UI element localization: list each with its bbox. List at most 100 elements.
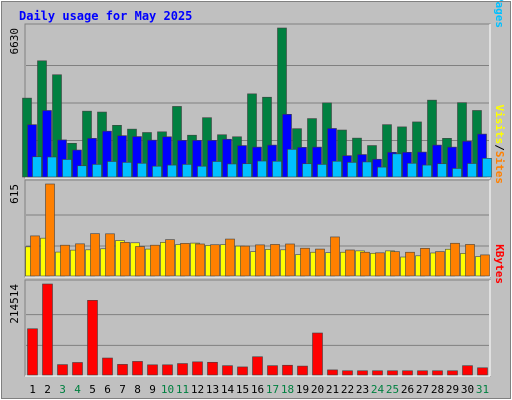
bar-pages-day-23 xyxy=(362,161,372,178)
x-tick-label-day-10: 10 xyxy=(161,383,174,396)
bar-files-day-29 xyxy=(447,146,457,178)
bar-files-day-31 xyxy=(477,133,487,178)
bar-kbytes-day-25 xyxy=(387,370,398,376)
bar-kbytes-day-12 xyxy=(192,361,203,376)
bar-files-day-2 xyxy=(42,110,52,178)
bar-pages-day-24 xyxy=(377,166,387,178)
bar-pages-day-19 xyxy=(302,163,312,178)
bar-sites-day-21 xyxy=(330,236,340,277)
bar-pages-day-14 xyxy=(227,163,237,178)
bar-hits-day-27 xyxy=(412,121,422,178)
x-tick-label-day-3: 3 xyxy=(59,383,66,396)
bar-kbytes-day-15 xyxy=(237,366,248,376)
bar-pages-day-6 xyxy=(107,161,117,178)
x-tick-label-day-1: 1 xyxy=(29,383,36,396)
x-tick-label-day-12: 12 xyxy=(191,383,204,396)
y-max-label: 6630 xyxy=(8,28,21,55)
bar-kbytes-day-24 xyxy=(372,370,383,376)
bar-sites-day-14 xyxy=(225,238,235,277)
bar-sites-day-31 xyxy=(480,254,490,277)
bar-pages-day-17 xyxy=(272,160,282,178)
bar-kbytes-day-9 xyxy=(147,364,158,376)
bar-pages-day-28 xyxy=(437,163,447,178)
bar-sites-day-6 xyxy=(105,233,115,277)
bar-kbytes-day-26 xyxy=(402,370,413,376)
bar-kbytes-day-13 xyxy=(207,361,218,376)
x-tick-label-day-9: 9 xyxy=(149,383,156,396)
legend-entry: Pages xyxy=(493,0,506,28)
bar-sites-day-16 xyxy=(255,244,265,277)
bar-files-day-18 xyxy=(282,113,292,178)
x-tick-label-day-31: 31 xyxy=(476,383,489,396)
bar-sites-day-24 xyxy=(375,252,385,277)
x-tick-label-day-21: 21 xyxy=(326,383,339,396)
panel-hits-files-pages: 6630 Hits/Files/Pages xyxy=(8,0,506,179)
bar-files-day-7 xyxy=(117,135,127,178)
bar-kbytes-day-14 xyxy=(222,365,233,376)
x-tick-label-day-22: 22 xyxy=(341,383,354,396)
x-axis-labels: 1 2 3 4 5 6 7 8 9 10 11 12 13 14 15 16 17 18 19 20 21 22 23 24 2… xyxy=(29,383,489,396)
x-tick-label-day-23: 23 xyxy=(356,383,369,396)
bar-kbytes-day-29 xyxy=(447,370,458,376)
bar-kbytes-day-20 xyxy=(312,332,323,376)
bar-sites-day-11 xyxy=(180,243,190,277)
bar-pages-day-2 xyxy=(47,156,57,178)
chart-panels: 6630 Hits/Files/Pages 615 Visits/Sites 21451… xyxy=(8,0,506,377)
bar-sites-day-20 xyxy=(315,248,325,277)
bar-sites-day-22 xyxy=(345,249,355,277)
bar-files-day-14 xyxy=(222,138,232,178)
bar-files-day-9 xyxy=(147,139,157,178)
bar-sites-day-12 xyxy=(195,243,205,277)
bar-pages-day-13 xyxy=(212,161,222,178)
x-tick-label-day-15: 15 xyxy=(236,383,249,396)
x-tick-label-day-6: 6 xyxy=(104,383,111,396)
x-tick-label-day-2: 2 xyxy=(44,383,51,396)
bar-sites-day-13 xyxy=(210,244,220,277)
x-tick-label-day-18: 18 xyxy=(281,383,294,396)
bar-files-day-11 xyxy=(177,140,187,178)
bar-pages-day-22 xyxy=(347,162,357,178)
bar-sites-day-5 xyxy=(90,233,100,277)
series-pages xyxy=(32,149,492,178)
bar-sites-day-28 xyxy=(435,251,445,277)
panel-legend: KBytes xyxy=(493,244,506,284)
panel-legend: Hits/Files/Pages xyxy=(493,0,506,28)
x-tick-label-day-11: 11 xyxy=(176,383,189,396)
bar-sites-day-23 xyxy=(360,251,370,277)
bar-pages-day-29 xyxy=(452,168,462,178)
bar-sites-day-19 xyxy=(300,247,310,277)
bar-kbytes-day-28 xyxy=(432,370,443,376)
bar-kbytes-day-27 xyxy=(417,370,428,376)
bar-hits-day-17 xyxy=(262,96,272,178)
bar-sites-day-29 xyxy=(450,242,460,277)
bar-pages-day-8 xyxy=(137,162,147,178)
bar-files-day-4 xyxy=(72,149,82,178)
bar-kbytes-day-19 xyxy=(297,365,308,376)
bar-sites-day-30 xyxy=(465,244,475,277)
y-max-label: 615 xyxy=(8,184,21,204)
bar-files-day-10 xyxy=(162,136,172,178)
bar-files-day-21 xyxy=(327,128,337,178)
bar-sites-day-15 xyxy=(240,245,250,277)
x-tick-label-day-16: 16 xyxy=(251,383,264,396)
bar-sites-day-10 xyxy=(165,239,175,277)
bar-pages-day-21 xyxy=(332,160,342,178)
series-visits xyxy=(25,237,485,277)
bar-sites-day-7 xyxy=(120,242,130,277)
x-tick-label-day-5: 5 xyxy=(89,383,96,396)
bar-pages-day-27 xyxy=(422,164,432,178)
bar-hits-day-3 xyxy=(52,74,62,178)
bar-kbytes-day-3 xyxy=(57,364,68,376)
bar-kbytes-day-31 xyxy=(477,367,488,376)
bar-kbytes-day-11 xyxy=(177,363,188,376)
bar-sites-day-17 xyxy=(270,244,280,277)
bar-files-day-1 xyxy=(27,124,37,178)
bar-files-day-28 xyxy=(432,144,442,178)
bar-sites-day-4 xyxy=(75,243,85,277)
bar-files-day-12 xyxy=(192,140,202,178)
bar-kbytes-day-17 xyxy=(267,365,278,376)
bar-kbytes-day-16 xyxy=(252,356,263,376)
bar-kbytes-day-7 xyxy=(117,364,128,376)
bar-files-day-19 xyxy=(297,147,307,178)
legend-entry: KBytes xyxy=(493,244,506,284)
